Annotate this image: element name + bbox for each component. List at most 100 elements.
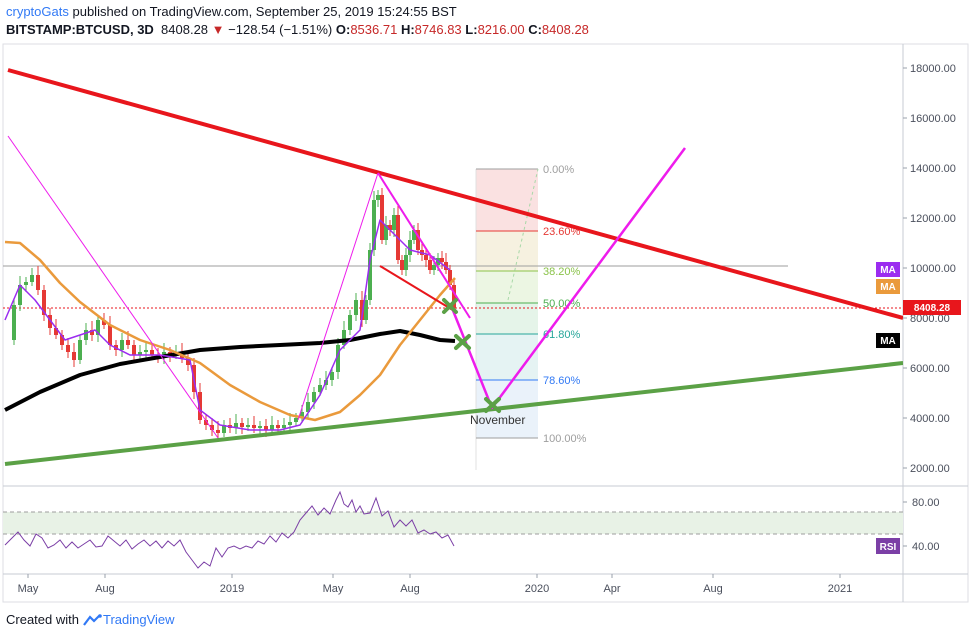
fib-level-label: 0.00% — [543, 164, 574, 176]
candle-body — [312, 392, 316, 402]
candle-body — [300, 412, 304, 418]
candle-body — [380, 195, 384, 240]
candle-body — [246, 425, 250, 427]
candle-body — [448, 270, 452, 285]
candle-body — [364, 300, 368, 320]
price-badge — [876, 333, 900, 348]
author-name[interactable]: cryptoGats — [6, 4, 69, 19]
candle-body — [368, 250, 372, 300]
wedge-lower-line — [379, 265, 457, 313]
price-badge-label: 8408.28 — [914, 303, 951, 314]
tradingview-brand[interactable]: TradingView — [83, 612, 175, 627]
candle-body — [216, 430, 220, 433]
x-marker-current — [442, 298, 458, 314]
low-value: 8216.00 — [477, 22, 525, 37]
candle-body — [30, 275, 34, 282]
candle-body — [138, 352, 142, 355]
candle-body — [404, 255, 408, 270]
candle-body — [294, 418, 298, 422]
candle-body — [384, 225, 388, 240]
candle-body — [132, 345, 136, 355]
candle-body — [452, 285, 456, 308]
price-badge-label: MA — [880, 336, 896, 347]
fib-zone-2 — [476, 271, 538, 303]
close-value: 8408.28 — [541, 22, 589, 37]
price-tick-label: 4000.00 — [910, 413, 950, 425]
candle-body — [60, 335, 64, 345]
fib-level-label: 23.60% — [543, 226, 581, 238]
price-tick-label: 8000.00 — [910, 313, 950, 325]
november-annotation: November — [470, 413, 525, 427]
candle-body — [72, 352, 76, 360]
price-tick-label: 2000.00 — [910, 463, 950, 475]
low-label: L: — [465, 22, 478, 37]
ma-black-line — [4, 329, 456, 412]
price-badges: MA MA 8408.28 MA — [876, 262, 961, 348]
candle-body — [306, 402, 310, 412]
candle-body — [276, 425, 280, 428]
candle-body — [318, 385, 322, 392]
candle-body — [360, 300, 364, 320]
candle-body — [432, 265, 436, 270]
price-badge-label: MA — [880, 282, 896, 293]
candle-body — [354, 300, 358, 315]
candle-body — [336, 345, 340, 372]
created-with-text: Created with — [6, 612, 79, 627]
candle-body — [252, 425, 256, 428]
fib-zone-0 — [476, 169, 538, 231]
candle-body — [428, 260, 432, 270]
candle-body — [282, 425, 286, 428]
thin-magenta-ascending-line — [297, 172, 379, 421]
candle-body — [198, 392, 202, 420]
candle-body — [348, 315, 352, 330]
candle-body — [440, 258, 444, 262]
candle-body — [408, 240, 412, 255]
candle-body — [54, 328, 58, 335]
price-tick-label: 18000.00 — [910, 63, 956, 75]
candle-body — [186, 358, 190, 365]
wedge-upper-line — [377, 172, 471, 319]
candle-body — [388, 225, 392, 230]
ma-orange-line — [4, 240, 456, 422]
fibonacci-levels: 0.00%23.60%38.20%50.00%61.80%78.60%100.0… — [476, 164, 587, 445]
fib-level-label: 38.20% — [543, 266, 581, 278]
price-tick-label: 16000.00 — [910, 113, 956, 125]
price-tick-label: 12000.00 — [910, 213, 956, 225]
price-chart[interactable]: 0.00%23.60%38.20%50.00%61.80%78.60%100.0… — [0, 40, 972, 606]
price-badge-label: MA — [880, 265, 896, 276]
descending-resistance-trendline — [7, 68, 903, 320]
rsi-tick-label: 80.00 — [912, 497, 940, 509]
rsi-axis[interactable]: 80.00 40.00 — [903, 497, 940, 553]
candles — [12, 188, 456, 440]
change-arrow: ▼ — [211, 22, 225, 37]
rsi-band — [3, 512, 903, 534]
candle-body — [372, 200, 376, 250]
candle-body — [400, 260, 404, 270]
candle-body — [144, 350, 148, 352]
candle-body — [444, 262, 448, 270]
time-tick-label: Apr — [603, 583, 620, 595]
time-tick-label: 2020 — [525, 583, 549, 595]
last-price: 8408.28 — [161, 22, 209, 37]
candle-body — [392, 215, 396, 230]
main-pane: 0.00%23.60%38.20%50.00%61.80%78.60%100.0… — [3, 68, 903, 470]
rsi-badge-label: RSI — [880, 542, 897, 553]
candle-body — [424, 255, 428, 260]
rsi-tick-label: 40.00 — [912, 541, 940, 553]
candle-body — [204, 420, 208, 425]
candle-body — [96, 320, 100, 335]
fib-level-label: 78.60% — [543, 375, 581, 387]
candle-body — [416, 230, 420, 250]
candle-body — [240, 423, 244, 427]
open-value: 8536.71 — [350, 22, 398, 37]
high-label: H: — [400, 22, 415, 37]
time-axis[interactable]: May Aug 2019 May Aug 2020 Apr Aug 2021 — [18, 574, 853, 595]
open-label: O: — [335, 22, 351, 37]
fib-zone-4 — [476, 334, 538, 380]
price-badge — [876, 279, 900, 294]
candle-body — [150, 350, 154, 355]
price-axis[interactable]: 18000.00 16000.00 14000.00 12000.00 10000.00… — [903, 63, 956, 475]
time-tick-label: Aug — [400, 583, 420, 595]
time-tick-label: Aug — [703, 583, 723, 595]
close-label: C: — [528, 22, 542, 37]
